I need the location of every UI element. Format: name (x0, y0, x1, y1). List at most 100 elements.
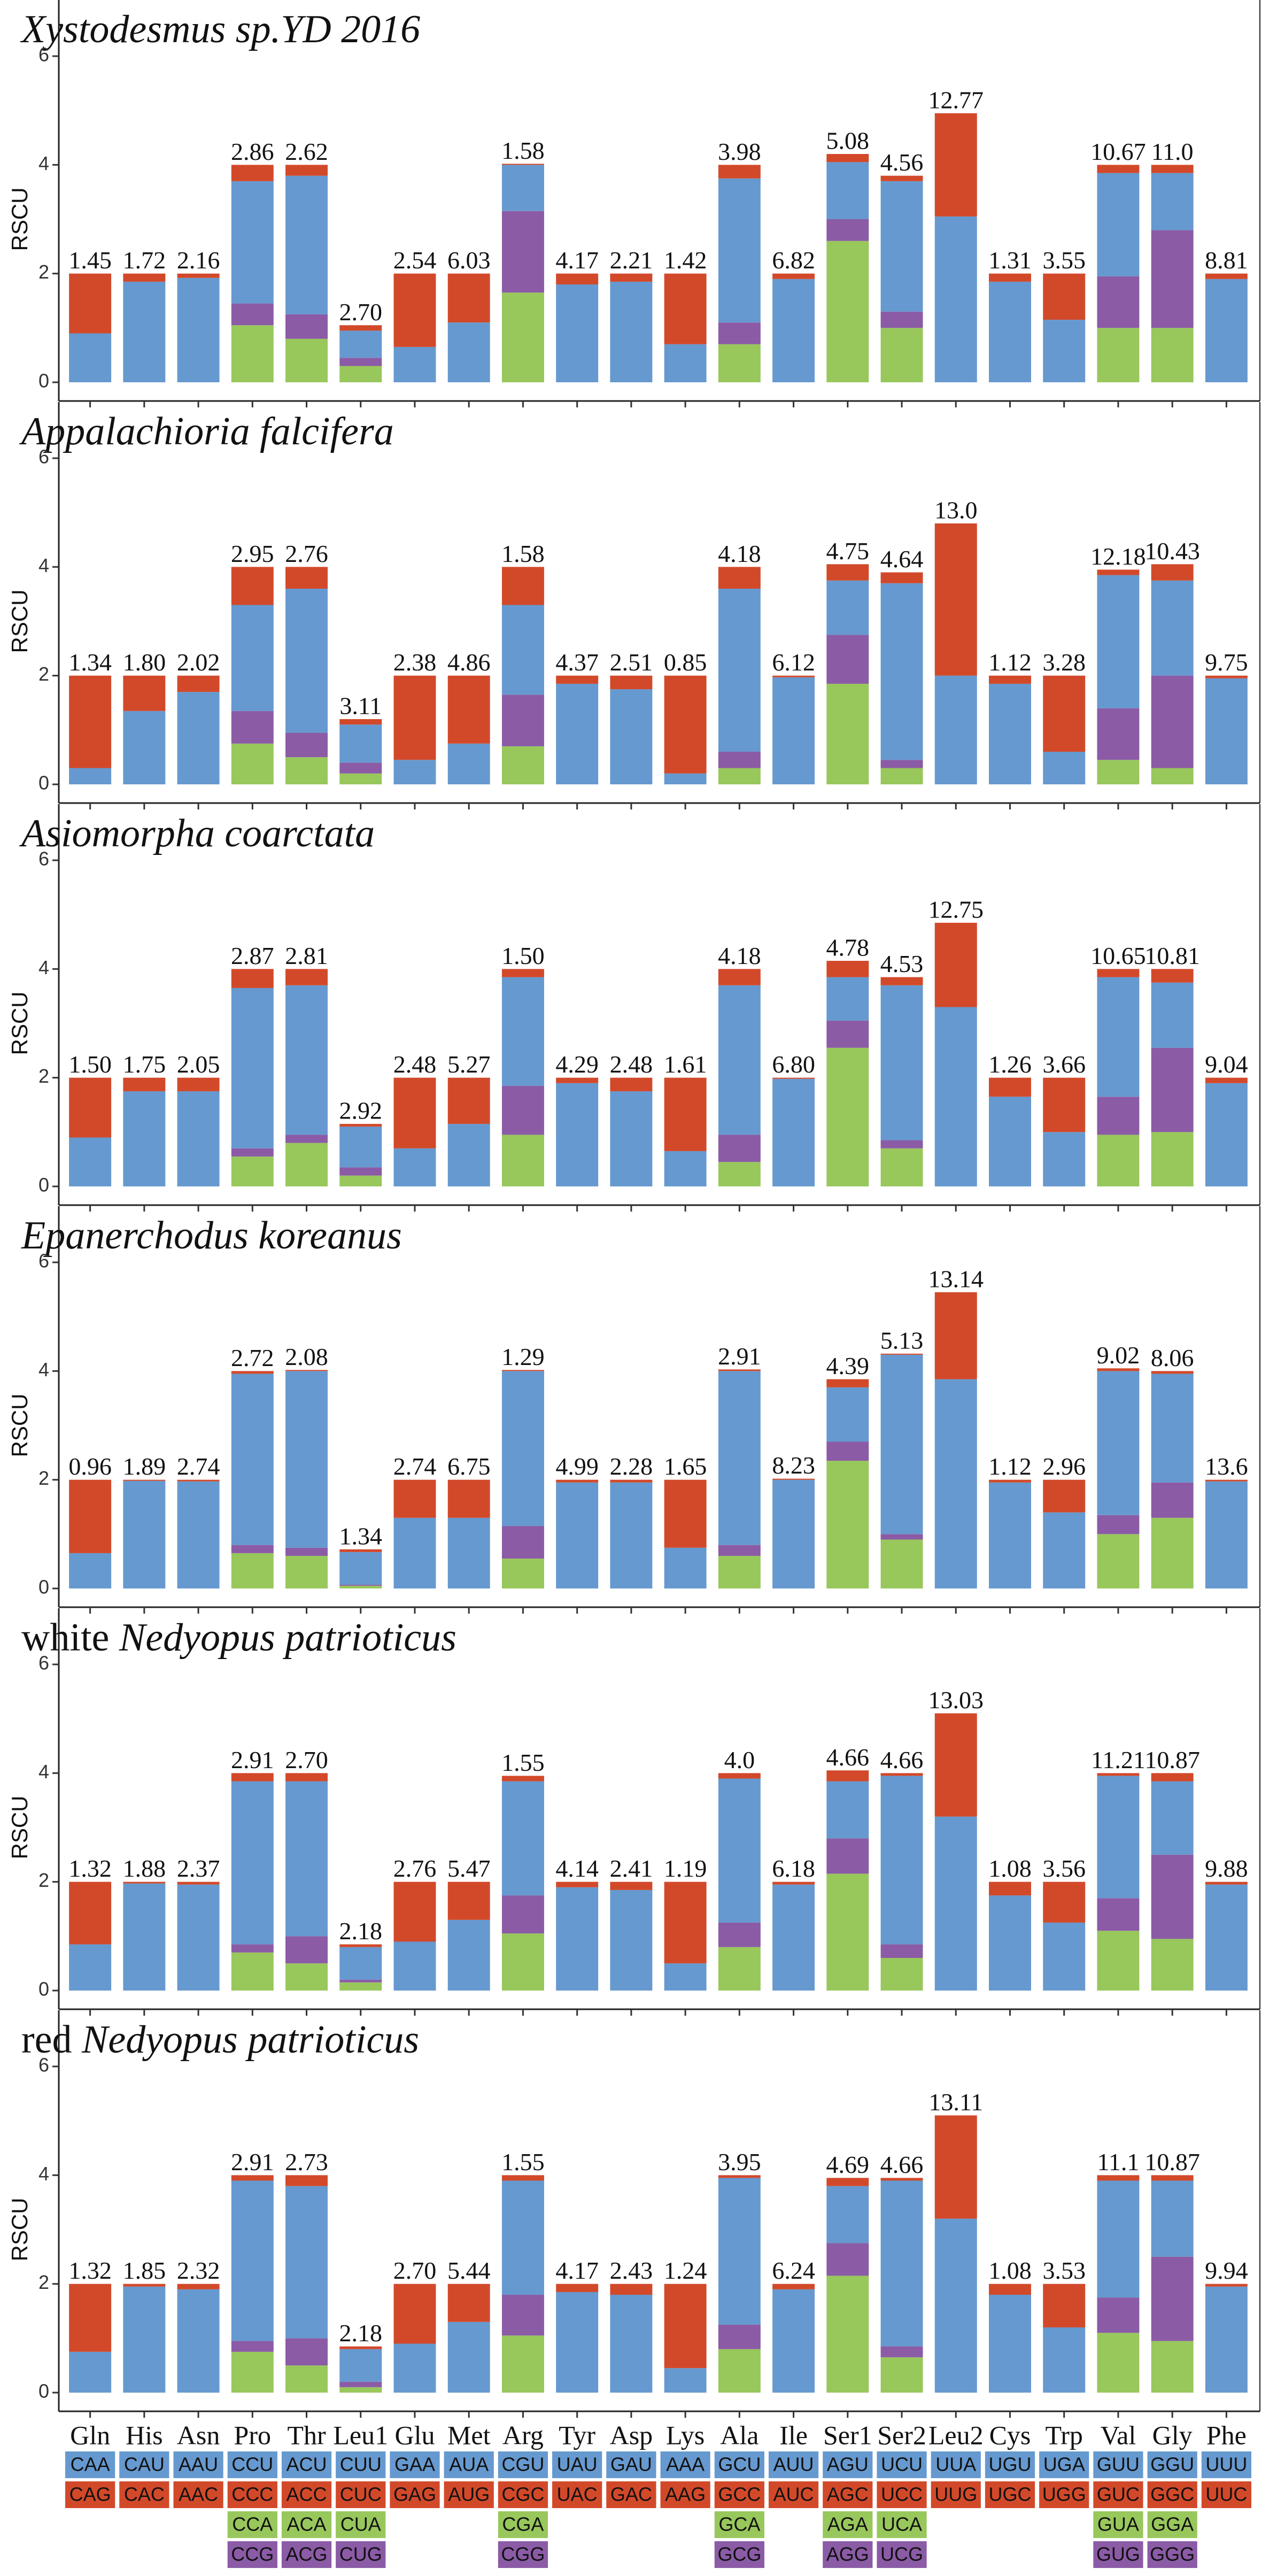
bar-segment (610, 2284, 653, 2295)
bar-segment (1043, 320, 1086, 382)
title-prefix: red (21, 2018, 72, 2062)
codon-label: CCA (232, 2513, 273, 2535)
bar-segment (826, 1461, 869, 1588)
bar-label: 1.32 (68, 2257, 112, 2284)
bar-segment (556, 2284, 599, 2292)
bar-label: 1.61 (664, 1051, 707, 1078)
x-tick-label: Tyr (559, 2420, 595, 2450)
y-tick-label: 6 (38, 44, 49, 66)
bar-label: 5.47 (447, 1855, 491, 1882)
codon-cell (768, 2451, 819, 2478)
bar-segment (664, 1881, 707, 1964)
codon-cell (119, 2481, 169, 2508)
bar-segment (177, 1091, 220, 1186)
bar-segment (664, 1151, 707, 1186)
y-axis-label: RSCU (7, 1795, 32, 1859)
bar-segment (393, 1881, 436, 1942)
bar-segment (231, 711, 274, 744)
y-axis-label: RSCU (7, 1393, 32, 1457)
bar-segment (772, 2289, 815, 2393)
bar-segment (880, 1354, 923, 1534)
bar-segment (1043, 752, 1086, 784)
bar-label: 4.14 (555, 1855, 599, 1882)
bar-segment (718, 2324, 761, 2349)
codon-cell (227, 2451, 277, 2478)
bar-segment (1205, 678, 1248, 784)
bar-segment (1151, 969, 1194, 983)
bar-segment (1097, 1368, 1140, 1371)
bar-segment (1097, 2333, 1140, 2393)
bar-segment (231, 181, 274, 304)
codon-label: CCU (231, 2454, 273, 2475)
codon-cell (823, 2541, 873, 2568)
bar-segment (285, 985, 328, 1135)
bar-segment (934, 1292, 977, 1379)
bar-segment (1097, 2297, 1140, 2333)
bar-label: 2.81 (285, 942, 328, 969)
bar-segment (1151, 230, 1194, 328)
bar-label: 12.77 (928, 86, 984, 113)
y-tick-label: 4 (38, 2163, 49, 2185)
bar-label: 1.55 (501, 2148, 545, 2176)
bar-segment (285, 2175, 328, 2186)
bar-segment (880, 977, 923, 985)
bar-label: 6.03 (447, 246, 491, 274)
codon-label: UCU (881, 2454, 923, 2475)
bar-label: 1.72 (123, 246, 166, 274)
panel-title: Appalachioria falcifera (19, 410, 394, 453)
bar-segment (880, 1944, 923, 1958)
bar-label: 1.89 (123, 1453, 166, 1480)
bar-segment (447, 1517, 490, 1588)
bar-segment (664, 1479, 707, 1548)
bar-label: 5.44 (447, 2257, 491, 2284)
bar-segment (501, 2180, 544, 2295)
x-tick-label: Met (447, 2420, 491, 2450)
bar-segment (718, 1371, 761, 1545)
codon-cell (390, 2481, 440, 2508)
title-prefix: white (21, 1616, 109, 1660)
bar-label: 3.56 (1042, 1855, 1086, 1882)
bar-label: 2.48 (393, 1051, 437, 1078)
bar-segment (447, 1479, 490, 1518)
x-tick-label: Phe (1206, 2420, 1247, 2450)
bar-segment (826, 683, 869, 784)
codon-label: CUG (339, 2543, 382, 2565)
bar-segment (501, 2175, 544, 2181)
bar-segment (988, 2295, 1031, 2393)
bar-segment (177, 273, 220, 278)
bar-segment (610, 273, 653, 282)
bar-segment (934, 523, 977, 676)
bar-segment (772, 279, 815, 382)
codon-cell (552, 2451, 602, 2478)
bar-label: 2.91 (718, 1343, 761, 1370)
bar-segment (501, 292, 544, 382)
y-tick-label: 0 (38, 2380, 49, 2402)
bar-segment (880, 2178, 923, 2181)
bar-segment (1097, 1371, 1140, 1515)
bar-segment (718, 1556, 761, 1588)
bar-label: 2.86 (231, 138, 274, 165)
bar-label: 1.50 (501, 942, 545, 969)
x-tick-label: Leu1 (333, 2420, 388, 2450)
bar-segment (1205, 1077, 1248, 1083)
bar-segment (556, 1083, 599, 1186)
bar-segment (339, 330, 382, 358)
bar-segment (393, 273, 436, 347)
codon-cell (498, 2541, 548, 2568)
bar-label: 4.29 (555, 1051, 599, 1078)
codon-cell (444, 2451, 494, 2478)
codon-label: CUC (340, 2484, 382, 2505)
bar-segment (123, 711, 166, 784)
x-tick-label: Cys (989, 2420, 1031, 2450)
bar-segment (934, 675, 977, 784)
bar-segment (393, 1077, 436, 1148)
bar-segment (231, 1371, 274, 1374)
bar-segment (69, 2284, 112, 2352)
codon-cell (119, 2451, 169, 2478)
bar-segment (447, 675, 490, 744)
bar-segment (231, 2175, 274, 2181)
codon-cell (336, 2541, 386, 2568)
y-tick-label: 4 (38, 957, 49, 978)
bar-segment (880, 1148, 923, 1186)
bar-segment (285, 1773, 328, 1781)
